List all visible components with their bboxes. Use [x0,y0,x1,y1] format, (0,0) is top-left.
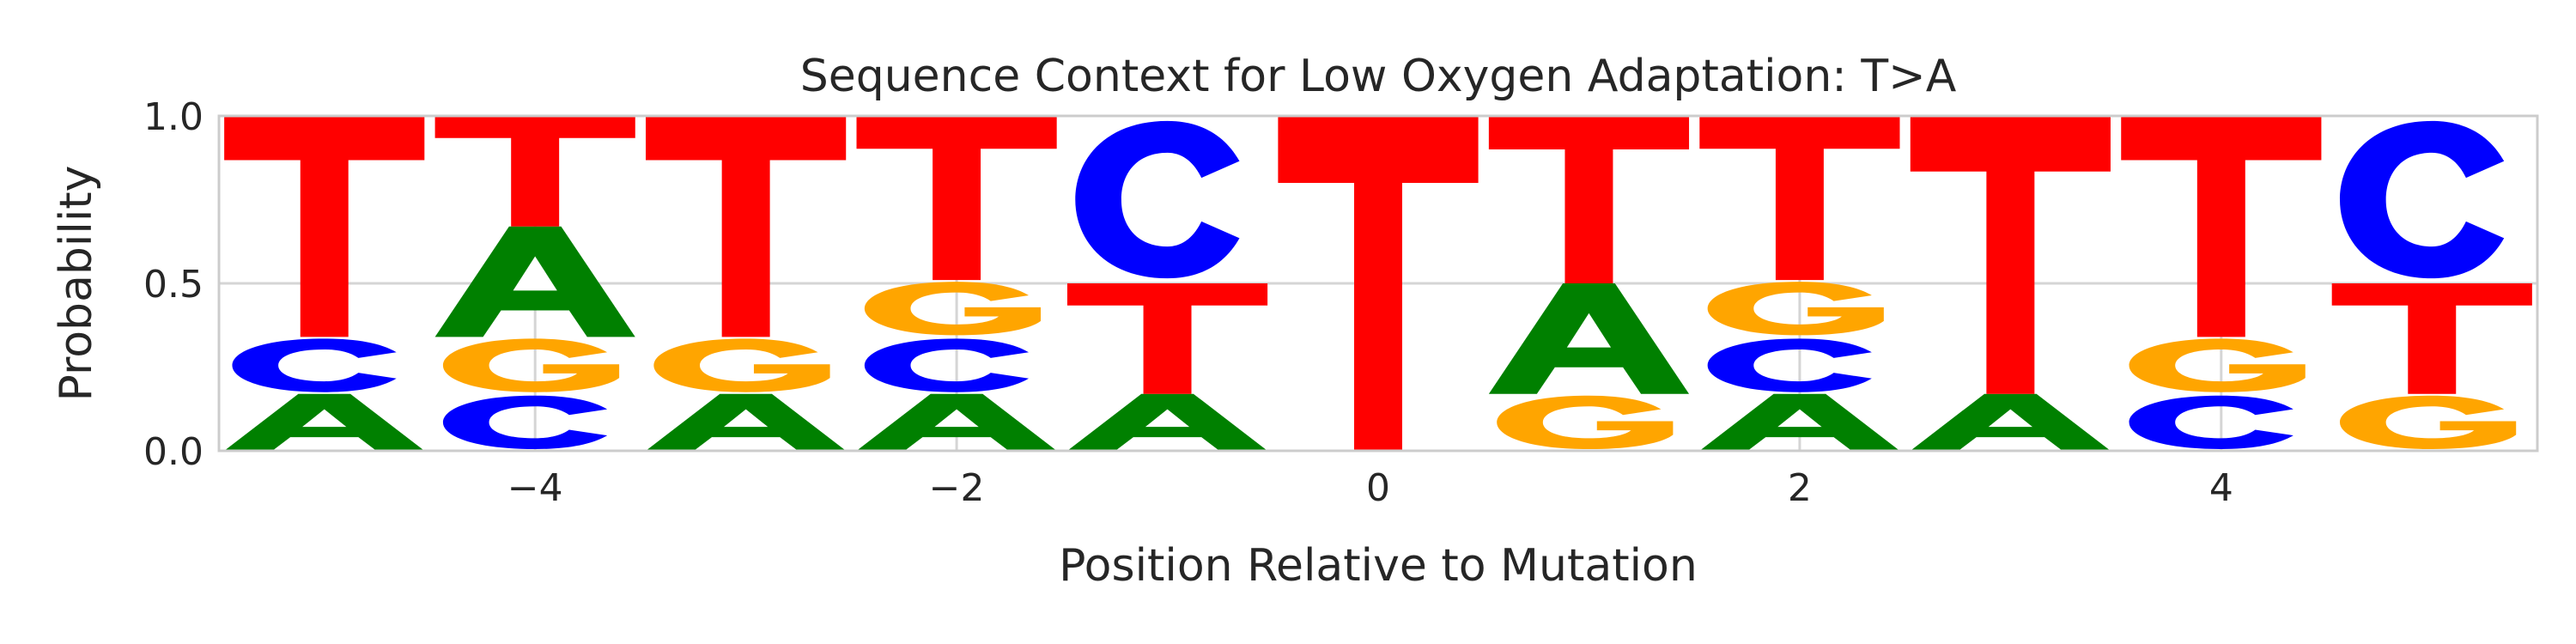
letter-glyph-T [1488,116,1690,283]
letter-glyph-T [856,116,1057,281]
x-tick-label: −4 [507,466,563,510]
logo-letter-T [1066,283,1268,394]
logo-letter-G [442,338,620,392]
letter-counter [934,409,979,428]
logo-letter-G [864,282,1042,336]
letter-glyph-C [864,338,1030,392]
logo-letter-A [856,393,1057,451]
logo-letter-A [434,226,635,337]
logo-letter-A [1910,393,2111,451]
logo-letter-T [1278,116,1479,451]
logo-letter-C [864,338,1030,392]
letter-glyph-G [1707,282,1884,336]
logo-stack-pos-3 [1910,116,2111,451]
logo-letter-T [646,116,847,337]
logo-stack-pos-2 [1699,116,1900,451]
y-tick-label: 0.5 [143,263,204,307]
letter-counter [302,409,347,428]
logo-stack-pos-5 [2331,120,2532,450]
y-axis-title: Probability [51,166,102,402]
letter-glyph-C [2340,120,2505,279]
plot-frame [217,114,2539,453]
letter-glyph-T [1699,116,1900,281]
logo-letter-T [1488,116,1690,283]
letter-counter [1145,409,1190,428]
logo-letter-A [1699,393,1900,451]
logo-letter-A [1066,393,1268,451]
y-tick-label: 1.0 [143,95,204,139]
logo-stack-pos-1 [1488,116,1690,450]
letter-glyph-T [1278,116,1479,451]
chart-title: Sequence Context for Low Oxygen Adaptati… [800,51,1957,102]
logo-letter-G [2340,395,2517,450]
logo-letter-G [653,338,830,392]
letter-glyph-T [224,116,425,337]
letter-glyph-G [864,282,1042,336]
letter-glyph-C [442,395,608,450]
logo-letter-T [1699,116,1900,281]
letter-glyph-G [2129,338,2306,392]
logo-letter-C [442,395,608,450]
letter-glyph-T [1910,116,2111,394]
logo-letter-C [1707,338,1872,392]
letter-glyph-T [1066,283,1268,394]
letter-glyph-C [2129,395,2293,450]
logo-stack-pos-4 [2121,116,2322,450]
letter-glyph-C [1707,338,1872,392]
logo-letter-G [2129,338,2306,392]
logo-letter-T [2331,283,2532,394]
logo-letter-T [2121,116,2322,337]
x-tick-label: 4 [2209,466,2233,510]
logo-stack-pos--3 [646,116,847,451]
logo-stack-pos--1 [1066,120,1268,451]
letter-glyph-G [653,338,830,392]
letter-counter [1988,409,2033,428]
letter-glyph-T [2121,116,2322,337]
x-tick-label: 0 [1366,466,1390,510]
x-tick-label: −2 [929,466,985,510]
logo-letter-G [1707,282,1884,336]
logo-letter-A [1488,283,1690,394]
logo-letter-T [224,116,425,337]
tick-labels: −4 −2 0 2 4 0.0 0.5 1.0 [143,95,2233,510]
logo-stacks [224,116,2532,451]
logo-letter-T [856,116,1057,281]
letter-counter [1566,313,1612,348]
letter-glyph-G [1497,395,1674,450]
letter-glyph-C [1075,120,1240,279]
y-tick-label: 0.0 [143,430,204,474]
logo-stack-pos-0 [1278,116,1479,451]
logo-letter-A [646,393,847,451]
letter-counter [513,256,557,291]
logo-letter-G [1497,395,1674,450]
logo-letter-A [224,393,425,451]
logo-stack-pos--4 [434,116,635,450]
logo-letter-C [2129,395,2293,450]
logo-letter-T [1910,116,2111,394]
logo-letter-C [2340,120,2505,279]
x-tick-label: 2 [1788,466,1812,510]
logo-letter-C [1075,120,1240,279]
letter-glyph-G [442,338,620,392]
letter-glyph-T [2331,283,2532,394]
letter-glyph-T [434,116,635,227]
logo-letter-C [232,338,397,392]
letter-counter [723,409,769,428]
letter-glyph-T [646,116,847,337]
letter-counter [1777,409,1822,428]
logo-letter-T [434,116,635,227]
x-axis-title: Position Relative to Mutation [1059,540,1698,592]
logo-stack-pos--2 [856,116,1057,451]
letter-glyph-C [232,338,397,392]
logo-stack-pos--5 [224,116,425,451]
letter-glyph-G [2340,395,2517,450]
